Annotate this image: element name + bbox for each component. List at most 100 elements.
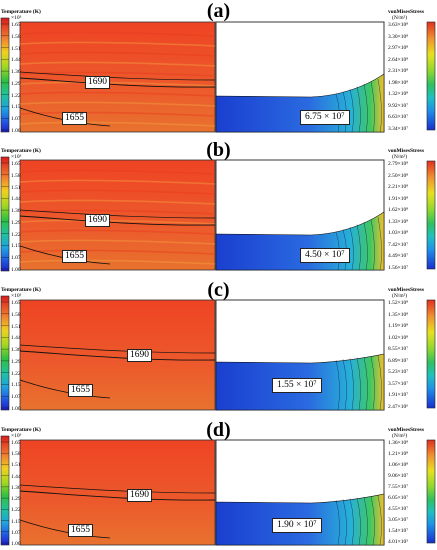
isotherm-band bbox=[19, 239, 216, 245]
isotherm-1655-line bbox=[19, 379, 111, 399]
temperature-tick-label: 1.07 bbox=[11, 116, 21, 123]
temperature-tick-label: 1.15 bbox=[11, 382, 21, 389]
stress-tick-label: 9.92×10⁷ bbox=[388, 102, 409, 109]
isotherm-1690-line bbox=[19, 490, 216, 501]
stress-colorbar bbox=[426, 160, 436, 270]
stress-tick-label: 1.54×10⁷ bbox=[388, 528, 409, 534]
stress-contour bbox=[370, 496, 375, 546]
temperature-colorbar bbox=[0, 435, 10, 546]
stress-legend-title: vonMisesStress bbox=[388, 148, 424, 154]
stress-tick-label: 3.57×10⁷ bbox=[388, 380, 409, 387]
stress-contour bbox=[342, 499, 347, 546]
stress-contour bbox=[363, 83, 368, 133]
temperature-legend-unit: ×10³ bbox=[11, 293, 22, 299]
stress-contour bbox=[377, 216, 382, 271]
stress-tick-label: 1.02×10⁸ bbox=[388, 334, 409, 341]
temperature-tick-label: 1.65 bbox=[11, 440, 21, 446]
stress-tick-label: 2.21×10⁸ bbox=[388, 184, 409, 191]
temperature-tick-label: 1.29 bbox=[11, 80, 21, 87]
stress-contour bbox=[363, 221, 368, 271]
temperature-tick-label: 1.44 bbox=[11, 196, 21, 203]
stress-tick-label: 1.33×10⁸ bbox=[388, 218, 409, 225]
stress-contour bbox=[356, 86, 361, 133]
isotherm-label-1690: 1690 bbox=[127, 489, 152, 502]
isotherm-band bbox=[19, 101, 216, 107]
temperature-tick-label: 1.58 bbox=[11, 172, 21, 179]
stress-tick-label: 7.55×10⁷ bbox=[388, 484, 409, 490]
temperature-tick-label: 1.00 bbox=[11, 406, 21, 412]
temperature-tick-label: 1.65 bbox=[11, 22, 21, 28]
isotherm-band bbox=[19, 179, 216, 185]
isotherm-line bbox=[19, 71, 216, 81]
isotherm-line bbox=[19, 344, 216, 354]
temperature-tick-label: 1.07 bbox=[11, 529, 21, 536]
stress-tick-label: 1.91×10⁷ bbox=[388, 392, 409, 399]
isotherm-band bbox=[19, 41, 216, 47]
stress-value-label: 1.90 × 10⁷ bbox=[272, 518, 322, 533]
temperature-colorbar bbox=[0, 156, 10, 272]
temperature-tick-label: 1.36 bbox=[11, 347, 21, 354]
stress-tick-label: 1.91×10⁸ bbox=[388, 195, 409, 202]
stress-tick-label: 6.89×10⁷ bbox=[388, 357, 409, 364]
temperature-legend-title: Temperature (K) bbox=[1, 9, 41, 15]
temperature-tick-label: 1.44 bbox=[11, 473, 21, 480]
stress-tick-label: 6.63×10⁷ bbox=[388, 114, 409, 121]
isotherm-label-1655: 1655 bbox=[62, 250, 87, 263]
stress-tick-label: 3.63×10⁸ bbox=[388, 22, 409, 28]
stress-tick-label: 2.50×10⁸ bbox=[388, 172, 409, 179]
isotherm-label-1690: 1690 bbox=[127, 349, 152, 362]
stress-contour bbox=[370, 81, 375, 133]
stress-tick-label: 3.34×10⁷ bbox=[388, 126, 409, 132]
temperature-tick-label: 1.58 bbox=[11, 311, 21, 318]
isotherm-1690-line bbox=[19, 215, 216, 226]
temperature-tick-label: 1.36 bbox=[11, 484, 21, 491]
isotherm-label-1690: 1690 bbox=[85, 76, 110, 89]
temperature-legend-unit: ×10³ bbox=[11, 15, 22, 21]
stress-tick-label: 1.62×10⁸ bbox=[388, 207, 409, 214]
temperature-legend-title: Temperature (K) bbox=[1, 427, 41, 433]
stress-contour bbox=[335, 499, 340, 546]
temperature-tick-label: 1.22 bbox=[11, 92, 21, 99]
panel-label: (d) bbox=[206, 419, 231, 441]
stress-contour bbox=[349, 498, 354, 546]
stress-contour bbox=[363, 496, 368, 546]
temperature-tick-label: 1.36 bbox=[11, 69, 21, 76]
temperature-tick-label: 1.58 bbox=[11, 451, 21, 458]
stress-colorbar bbox=[426, 299, 436, 409]
isotherm-band bbox=[19, 51, 216, 57]
isotherm-band bbox=[19, 121, 216, 127]
temperature-tick-label: 1.07 bbox=[11, 394, 21, 401]
stress-tick-label: 2.79×10⁸ bbox=[388, 161, 409, 167]
isotherm-label-1655: 1655 bbox=[68, 524, 93, 537]
stress-tick-label: 8.55×10⁷ bbox=[388, 346, 409, 353]
stress-legend-title: vonMisesStress bbox=[388, 287, 424, 293]
stress-contour bbox=[370, 219, 375, 271]
isotherm-label-1690: 1690 bbox=[85, 214, 110, 227]
isotherm-band bbox=[19, 229, 216, 235]
temperature-tick-label: 1.29 bbox=[11, 496, 21, 503]
temperature-legend-unit: ×10³ bbox=[11, 433, 22, 439]
stress-contour bbox=[356, 224, 361, 271]
stress-tick-label: 3.30×10⁸ bbox=[388, 33, 409, 40]
stress-contour bbox=[356, 497, 361, 546]
temperature-tick-label: 1.44 bbox=[11, 335, 21, 342]
stress-tick-label: 1.32×10⁸ bbox=[388, 91, 409, 98]
stress-contour bbox=[370, 356, 375, 411]
temperature-tick-label: 1.15 bbox=[11, 518, 21, 525]
temperature-colorbar bbox=[0, 17, 10, 133]
temperature-tick-label: 1.22 bbox=[11, 507, 21, 514]
stress-tick-label: 2.97×10⁸ bbox=[388, 45, 409, 52]
stress-tick-label: 1.56×10⁷ bbox=[388, 265, 409, 271]
stress-legend-unit: (N/m²) bbox=[392, 433, 408, 439]
stress-legend-title: vonMisesStress bbox=[388, 427, 424, 433]
stress-legend-title: vonMisesStress bbox=[388, 9, 424, 15]
stress-tick-label: 1.21×10⁸ bbox=[388, 451, 409, 457]
stress-tick-label: 1.06×10⁸ bbox=[388, 462, 409, 468]
stress-contour bbox=[342, 359, 347, 411]
temperature-tick-label: 1.65 bbox=[11, 300, 21, 306]
stress-colorbar bbox=[426, 439, 436, 544]
stress-tick-label: 2.47×10⁶ bbox=[388, 404, 409, 410]
stress-tick-label: 1.52×10⁸ bbox=[388, 300, 409, 306]
temperature-tick-label: 1.29 bbox=[11, 358, 21, 365]
stress-contour bbox=[356, 357, 361, 411]
